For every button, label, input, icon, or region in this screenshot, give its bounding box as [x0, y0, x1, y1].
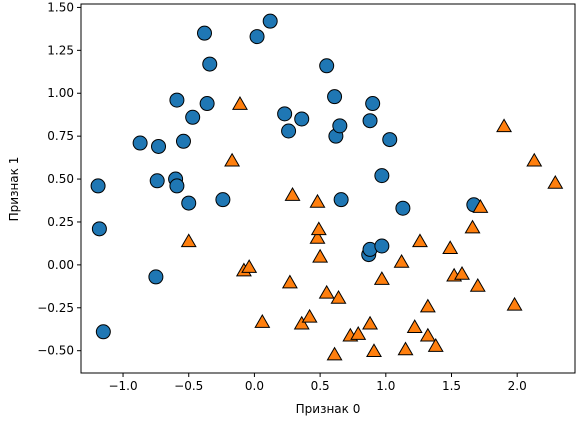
x-tick-label: 2.0 — [508, 379, 527, 393]
triangle-point — [284, 187, 301, 201]
circle-point — [169, 92, 185, 108]
y-tick-label: 0.75 — [47, 129, 74, 143]
circle-point — [319, 58, 335, 74]
triangle-point — [350, 326, 367, 340]
y-tick-label: 0.25 — [47, 215, 74, 229]
triangle-point — [419, 298, 436, 313]
triangle-point — [393, 253, 410, 268]
triangle-point — [454, 265, 470, 280]
circle-point — [281, 123, 297, 139]
triangle-point — [180, 233, 197, 248]
circle-point — [395, 200, 411, 216]
circle-point — [175, 133, 191, 149]
y-tick-label: −0.50 — [37, 344, 74, 358]
triangle-point — [301, 308, 318, 323]
circle-point — [91, 221, 107, 237]
circle-point — [332, 118, 348, 134]
triangle-point — [442, 240, 459, 255]
circle-point — [327, 89, 343, 105]
triangle-point — [496, 118, 513, 133]
circle-point — [199, 96, 215, 112]
circle-point — [262, 13, 278, 29]
triangle-point — [330, 289, 347, 304]
circle-point — [374, 168, 390, 184]
y-tick-label: 1.50 — [47, 0, 74, 14]
circle-point — [149, 173, 165, 189]
circle-point — [181, 195, 197, 211]
triangle-point — [419, 327, 436, 342]
triangle-point — [472, 199, 489, 213]
circle-point — [95, 324, 111, 340]
x-axis-ticks: −1.0 −0.5 0.0 0.5 1.0 1.5 2.0 — [108, 373, 527, 393]
y-axis-label: Признак 1 — [7, 157, 21, 222]
triangle-point — [241, 259, 258, 273]
triangle-point — [469, 277, 486, 292]
y-tick-label: 0.50 — [47, 172, 74, 186]
x-tick-label: −1.0 — [108, 379, 137, 393]
x-tick-label: −0.5 — [174, 379, 203, 393]
x-tick-label: 1.5 — [442, 379, 461, 393]
circle-point — [374, 238, 390, 254]
triangle-point — [310, 221, 327, 236]
circle-point — [277, 106, 293, 122]
triangle-point — [309, 229, 326, 244]
triangle-point — [224, 152, 241, 167]
circle-point — [202, 56, 218, 72]
circle-point — [151, 138, 167, 154]
circle-point — [132, 135, 148, 151]
circle-point — [294, 111, 310, 127]
triangle-point — [281, 274, 298, 289]
circle-point — [215, 192, 231, 208]
x-tick-label: 0.5 — [311, 379, 330, 393]
triangle-point — [293, 315, 310, 330]
y-tick-label: 1.00 — [47, 86, 74, 100]
y-tick-label: −0.25 — [37, 301, 74, 315]
y-axis-ticks: −0.50 −0.25 0.00 0.25 0.50 0.75 1.00 1.25 1.50 — [37, 0, 81, 358]
triangle-point — [254, 314, 271, 328]
triangle-point — [547, 175, 564, 189]
circle-point — [90, 178, 106, 194]
circle-point — [185, 109, 201, 125]
y-tick-label: 1.25 — [47, 43, 74, 57]
triangle-point — [506, 296, 523, 311]
circle-point — [249, 29, 265, 45]
triangle-point — [312, 248, 329, 263]
triangle-point — [326, 346, 343, 361]
triangle-point — [397, 341, 414, 356]
triangle-point — [406, 319, 423, 333]
points-layer — [90, 13, 564, 361]
circle-point — [333, 192, 349, 208]
x-axis-label: Признак 0 — [296, 402, 361, 416]
y-tick-label: 0.00 — [47, 258, 74, 272]
circle-point — [382, 132, 398, 148]
triangle-point — [362, 315, 379, 330]
circle-point — [197, 25, 212, 41]
triangle-point — [464, 219, 481, 234]
circle-point — [362, 113, 378, 129]
x-tick-label: 0.0 — [245, 379, 264, 393]
circle-point — [169, 178, 185, 194]
axes-frame — [80, 3, 576, 374]
triangle-point — [373, 271, 390, 285]
triangle-point — [318, 284, 335, 299]
triangle-point — [232, 96, 248, 110]
x-tick-label: 1.0 — [376, 379, 395, 393]
triangle-point — [366, 343, 382, 358]
triangle-point — [412, 233, 428, 248]
triangle-point — [309, 193, 326, 208]
circle-point — [365, 96, 381, 112]
triangle-point — [427, 338, 444, 352]
triangle-point — [526, 152, 543, 167]
circle-point — [148, 269, 164, 285]
